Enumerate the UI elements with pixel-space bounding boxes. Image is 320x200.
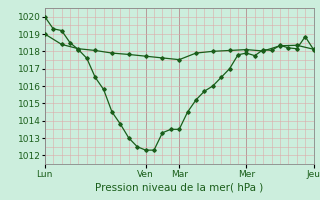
X-axis label: Pression niveau de la mer( hPa ): Pression niveau de la mer( hPa ) (95, 183, 263, 193)
